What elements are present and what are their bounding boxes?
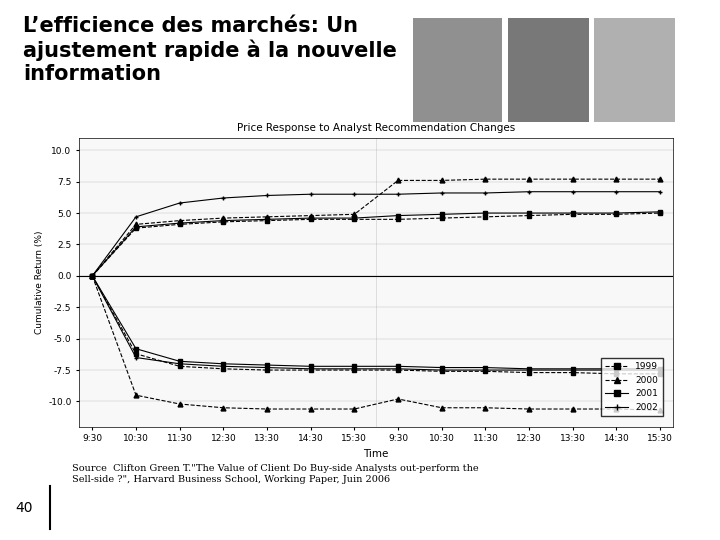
Y-axis label: Cumulative Return (%): Cumulative Return (%) xyxy=(35,231,44,334)
Bar xyxy=(508,18,588,122)
Text: L’efficience des marchés: Un
ajustement rapide à la nouvelle
information: L’efficience des marchés: Un ajustement … xyxy=(23,16,397,84)
X-axis label: Time: Time xyxy=(364,449,389,459)
Text: 40: 40 xyxy=(16,501,33,515)
Bar xyxy=(413,18,503,122)
Text: Source  Clifton Green T."The Value of Client Do Buy-side Analysts out-perform th: Source Clifton Green T."The Value of Cli… xyxy=(72,464,479,484)
Bar xyxy=(594,18,675,122)
Title: Price Response to Analyst Recommendation Changes: Price Response to Analyst Recommendation… xyxy=(237,123,516,133)
Legend: 1999, 2000, 2001, 2002: 1999, 2000, 2001, 2002 xyxy=(601,357,662,416)
